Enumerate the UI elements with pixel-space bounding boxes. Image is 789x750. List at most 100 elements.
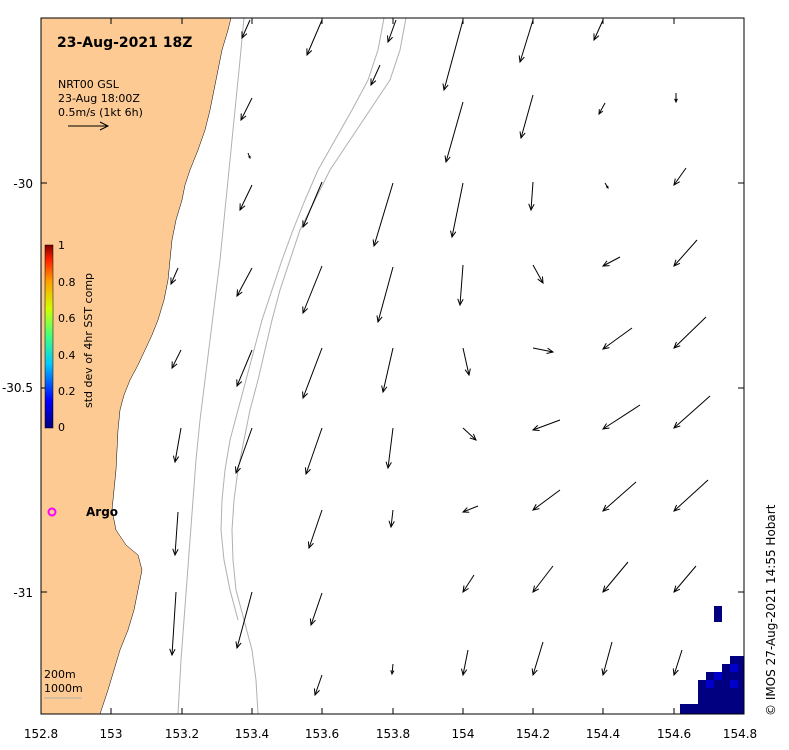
current-arrow (172, 511, 179, 557)
current-arrow (370, 64, 381, 87)
x-tick-label: 153.2 (165, 727, 199, 741)
current-arrow (602, 327, 633, 350)
y-tick-label: -31 (13, 586, 33, 600)
legend-model: NRT00 GSL (58, 78, 120, 91)
current-arrow (236, 349, 253, 388)
current-arrow (462, 427, 477, 441)
colorbar-ticks: 1 0.8 0.6 0.4 0.2 0 (58, 239, 76, 434)
isobath-1000m (231, 17, 407, 715)
current-arrow (235, 591, 253, 650)
current-arrow (462, 574, 475, 594)
current-arrow (593, 19, 604, 42)
isobath-1000m-label: 1000m (44, 682, 83, 695)
isobath-inner (220, 17, 385, 621)
colorbar-tick: 0.4 (58, 349, 76, 362)
current-arrow (387, 19, 397, 44)
colorbar-label: std dev of 4hr SST comp (82, 273, 95, 408)
current-arrow (601, 404, 641, 430)
current-arrow (304, 427, 323, 476)
current-arrow (461, 505, 479, 513)
current-arrow (457, 264, 464, 307)
scale-arrow (68, 121, 110, 131)
current-arrow (673, 316, 707, 349)
current-arrow (376, 266, 394, 324)
current-arrow (674, 93, 678, 104)
y-tick-label: -30 (13, 177, 33, 191)
colorbar (44, 244, 54, 429)
current-arrow (532, 347, 555, 354)
credit-text: © IMOS 27-Aug-2021 14:55 Hobart (764, 504, 778, 716)
current-arrow (673, 479, 709, 512)
current-arrow (241, 19, 251, 40)
current-arrow (461, 649, 469, 677)
colorbar-tick: 0.8 (58, 276, 76, 289)
y-axis-labels: -30 -30.5 -31 (2, 177, 33, 600)
current-arrow (172, 427, 182, 464)
current-arrow (602, 481, 637, 512)
x-tick-label: 152.8 (24, 727, 58, 741)
x-tick-label: 153 (100, 727, 123, 741)
current-arrow (673, 565, 697, 593)
coastline-land (40, 17, 232, 715)
argo-marker-icon (47, 507, 57, 517)
current-arrow (519, 94, 534, 140)
current-arrow (601, 641, 613, 677)
x-tick-label: 153.8 (376, 727, 410, 741)
current-arrow (673, 167, 687, 186)
current-arrow (171, 349, 182, 370)
current-arrow (390, 663, 395, 676)
x-tick-label: 153.6 (305, 727, 339, 741)
colorbar-tick: 0.2 (58, 385, 76, 398)
current-arrow (234, 427, 253, 475)
current-arrow (381, 347, 394, 394)
current-arrow (673, 239, 698, 267)
isobath-200m-label: 200m (44, 668, 76, 681)
current-arrow (313, 674, 323, 697)
current-arrow (372, 182, 394, 248)
current-arrow (385, 427, 394, 470)
y-tick-label: -30.5 (2, 381, 33, 395)
isobath-200m (177, 17, 245, 715)
current-arrow (236, 267, 253, 298)
current-arrow (532, 264, 544, 285)
legend-time: 23-Aug 18:00Z (58, 92, 140, 105)
current-arrow (170, 267, 179, 286)
current-arrow (532, 565, 554, 593)
current-arrow (531, 641, 544, 677)
current-arrow (672, 649, 683, 677)
current-arrow (528, 181, 535, 212)
current-arrow (450, 182, 464, 239)
axis-ticks (40, 18, 745, 714)
current-arrow (169, 591, 177, 657)
current-arrow (602, 561, 629, 593)
map-title: 23-Aug-2021 18Z (57, 35, 192, 51)
current-arrow (302, 181, 323, 229)
colorbar-tick: 0 (58, 421, 65, 434)
current-arrow (598, 102, 606, 116)
current-arrow (247, 152, 251, 160)
x-tick-label: 154.4 (586, 727, 620, 741)
current-arrow (442, 19, 464, 92)
x-tick-label: 154.8 (723, 727, 757, 741)
current-arrow (302, 347, 323, 400)
x-axis-labels: 152.8 153 153.2 153.4 153.6 153.8 154 15… (24, 727, 757, 741)
x-tick-label: 154.6 (657, 727, 691, 741)
current-arrow (601, 256, 621, 267)
current-arrow (388, 509, 395, 529)
argo-label: Argo (86, 505, 118, 519)
current-arrow (302, 265, 323, 315)
current-arrow (240, 97, 253, 122)
current-vectors (169, 19, 711, 697)
current-arrow (604, 182, 609, 190)
current-arrow (462, 347, 471, 377)
current-arrow (309, 592, 323, 627)
current-arrow (531, 419, 561, 431)
x-tick-label: 154 (452, 727, 475, 741)
x-tick-label: 153.4 (235, 727, 269, 741)
current-arrow (532, 489, 561, 511)
current-arrow (444, 101, 464, 164)
sst-cells (680, 606, 744, 714)
colorbar-tick: 1 (58, 239, 65, 252)
current-arrow (307, 509, 323, 550)
